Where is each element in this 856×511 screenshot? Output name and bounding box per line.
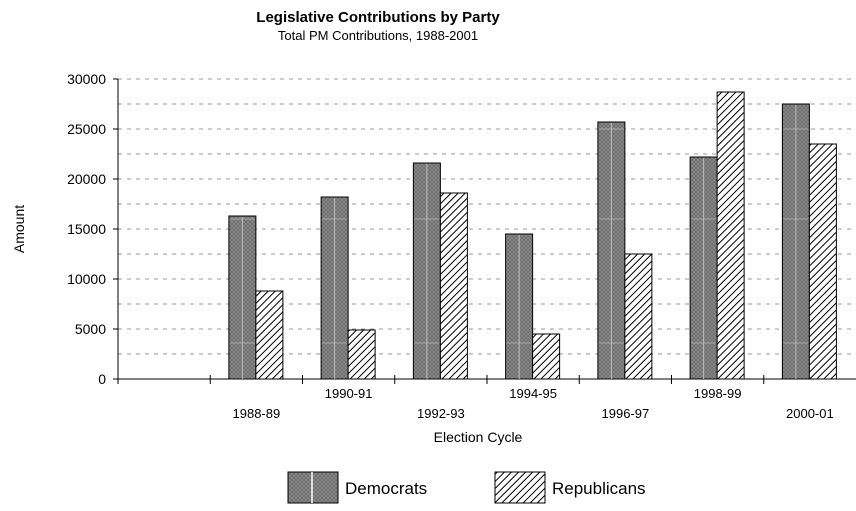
bar-republicans (255, 290, 284, 380)
x-tick-label: 1998-99 (694, 386, 742, 401)
x-tick-label: 1996-97 (602, 406, 650, 421)
chart-subtitle: Total PM Contributions, 1988-2001 (278, 28, 478, 43)
x-tick-label: 1990-91 (325, 386, 373, 401)
legend-item-democrats: Democrats (287, 471, 427, 504)
bar-republicans (716, 91, 745, 380)
legend-label-democrats: Democrats (345, 479, 427, 498)
x-tick-label: 1988-89 (233, 406, 281, 421)
bar-republicans (808, 143, 837, 380)
y-tick-label: 0 (98, 371, 106, 387)
legend-label-republicans: Republicans (552, 479, 646, 498)
labels-layer: 0 5000 10000 15000 20000 25000 30000 1988-89 199… (67, 71, 834, 421)
y-tick-label: 10000 (67, 271, 106, 287)
x-tick-label: 1994-95 (509, 386, 557, 401)
x-axis-label: Election Cycle (434, 429, 523, 445)
y-tick-label: 20000 (67, 171, 106, 187)
bar-republicans (439, 192, 468, 380)
legend-item-republicans: Republicans (494, 471, 646, 504)
bar-republicans (624, 253, 653, 380)
legend: Democrats Republicans (287, 471, 646, 504)
bar-republicans (532, 333, 561, 380)
bars-layer (228, 91, 837, 380)
y-tick-label: 15000 (67, 221, 106, 237)
bar-republicans (347, 329, 376, 380)
y-axis-label: Amount (11, 205, 27, 253)
legend-swatch-democrats (287, 471, 339, 504)
x-tick-label: 1992-93 (417, 406, 465, 421)
chart-title: Legislative Contributions by Party (256, 9, 500, 26)
y-tick-label: 25000 (67, 121, 106, 137)
x-tick-label: 2000-01 (786, 406, 834, 421)
y-tick-label: 30000 (67, 71, 106, 87)
y-tick-label: 5000 (75, 321, 106, 337)
legend-swatch-republicans (494, 471, 546, 504)
